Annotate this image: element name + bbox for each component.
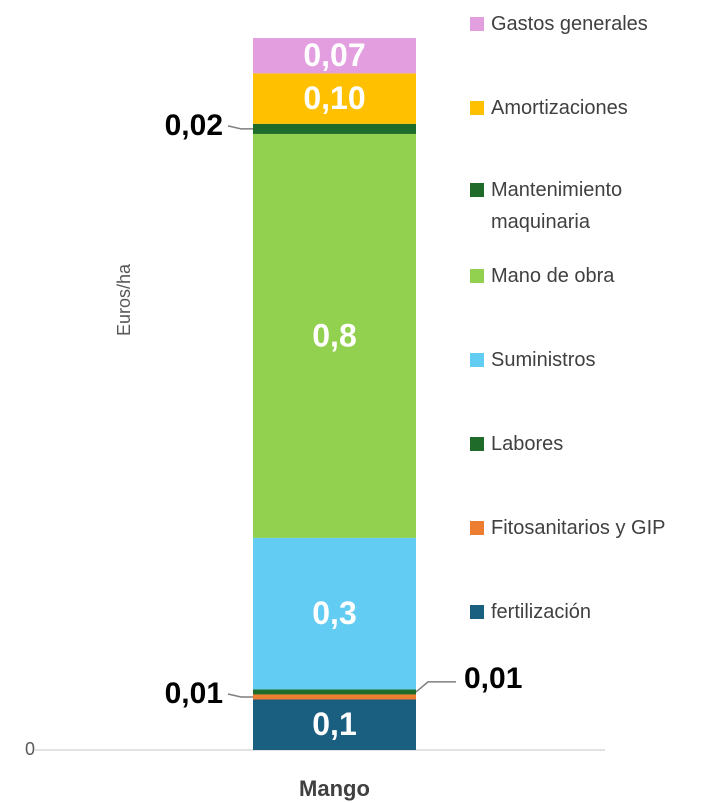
legend-label: Mantenimiento maquinaria [491, 179, 623, 233]
bar-segment [253, 699, 416, 750]
data-label: 0,02 [165, 109, 223, 142]
data-label: 0,8 [312, 317, 356, 353]
legend-label: Labores [491, 433, 564, 455]
bar-segment [253, 73, 416, 124]
data-label: 0,10 [303, 80, 365, 116]
bar-segment [253, 694, 416, 700]
bar-segment [253, 123, 416, 134]
data-label: 0,01 [464, 662, 522, 695]
legend-swatch [470, 521, 484, 535]
legend-item: Mano de obra [470, 260, 706, 292]
legend-swatch [470, 183, 484, 197]
bar-segment [253, 38, 416, 74]
legend-label: fertilización [491, 601, 592, 623]
legend-swatch [470, 101, 484, 115]
data-label: 0,3 [312, 595, 356, 631]
bar-segment [253, 133, 416, 538]
legend-item: Suministros [470, 344, 706, 376]
legend-item: Fitosanitarios y GIP [470, 512, 706, 544]
x-tick-label: Mango [299, 776, 370, 801]
legend-swatch [470, 269, 484, 283]
legend-swatch [470, 437, 484, 451]
legend-item: fertilización [470, 596, 706, 628]
legend-item: Gastos generales [470, 8, 706, 40]
legend-label: Amortizaciones [491, 97, 628, 119]
legend-swatch [470, 605, 484, 619]
legend-swatch [470, 17, 484, 31]
legend-label: Gastos generales [491, 13, 648, 35]
legend-label: Fitosanitarios y GIP [491, 517, 666, 539]
legend-label: Mano de obra [491, 265, 615, 287]
leader-line [227, 125, 253, 130]
legend-item: Amortizaciones [470, 92, 706, 124]
legend-swatch [470, 353, 484, 367]
data-label: 0,07 [303, 37, 365, 73]
leader-line [227, 693, 253, 698]
leader-line [415, 681, 456, 693]
data-label: 0,01 [165, 677, 223, 710]
data-label: 0,1 [312, 706, 356, 742]
bar-segment [253, 537, 416, 690]
y-axis-label: Euros/ha [114, 263, 134, 336]
legend-item: Mantenimiento maquinaria [470, 174, 706, 238]
legend-label: Suministros [491, 349, 596, 371]
legend-item: Labores [470, 428, 706, 460]
y-tick-label: 0 [25, 739, 35, 759]
bar-segment [253, 689, 416, 695]
